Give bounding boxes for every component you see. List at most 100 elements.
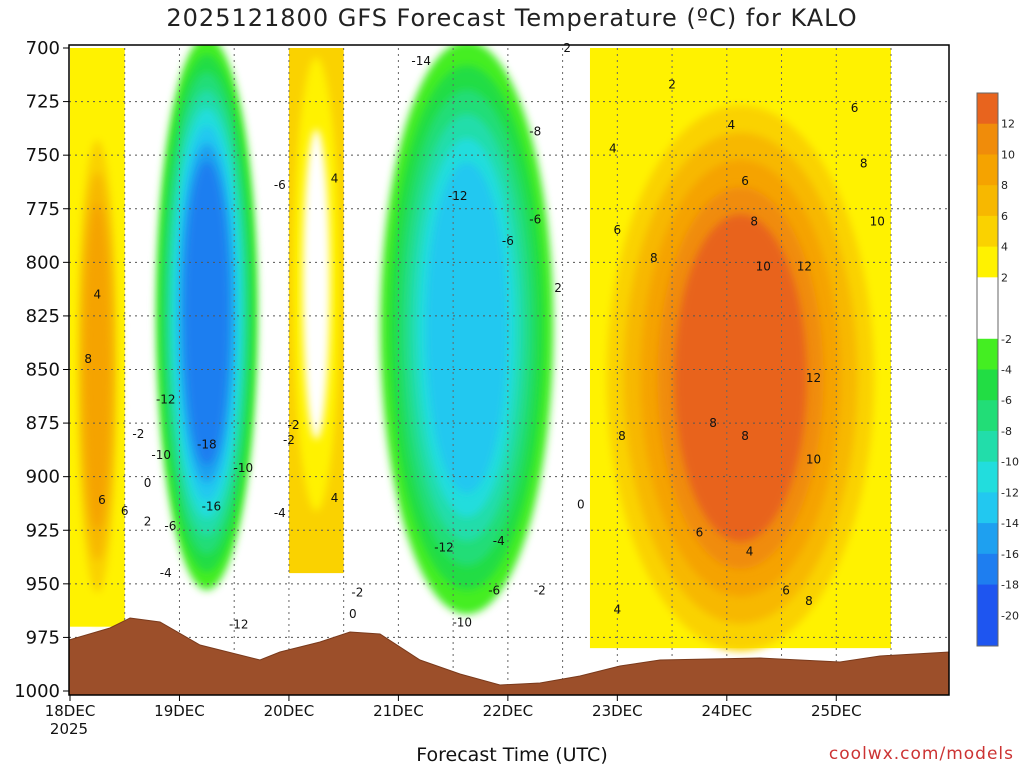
colorbar-swatch <box>977 185 998 217</box>
x-tick-label: 24DEC <box>702 702 753 720</box>
colorbar-swatch <box>977 246 998 278</box>
x-tick-label: 19DEC <box>154 702 205 720</box>
contour-label: -6 <box>164 519 176 533</box>
contour-label: 0 <box>349 607 357 621</box>
contour-label: 6 <box>614 223 622 237</box>
contour-label: 8 <box>709 416 717 430</box>
colorbar-tick-label: 2 <box>1001 271 1008 284</box>
contour-labels: 4866-202-12-10-6-4-18-16-10-12-6-4-2-244… <box>84 41 885 632</box>
x-tick-label: 23DEC <box>592 702 643 720</box>
grid <box>69 48 949 691</box>
terrain-surface <box>68 617 950 696</box>
contour-label: 4 <box>331 172 339 186</box>
contour-label: -16 <box>202 500 222 514</box>
contour-label: 6 <box>741 174 749 188</box>
temperature-field <box>70 45 891 670</box>
contour-label: 8 <box>84 352 92 366</box>
contour-label: 4 <box>614 603 622 617</box>
y-tick-label: 950 <box>26 574 60 595</box>
x-axis-label: Forecast Time (UTC) <box>416 744 608 766</box>
contour-label: 2 <box>563 41 571 55</box>
contour-label: -2 <box>288 418 300 432</box>
colorbar-swatch <box>977 277 998 309</box>
colorbar-tick-label: 10 <box>1001 148 1015 161</box>
contour-label: -8 <box>529 125 541 139</box>
contour-label: 6 <box>782 583 790 597</box>
contour-label: -2 <box>283 433 295 447</box>
contour-label: -2 <box>132 427 144 441</box>
colorbar-swatch <box>977 308 998 340</box>
colorbar-tick-label: 8 <box>1001 179 1008 192</box>
colorbar-swatch <box>977 400 998 432</box>
colorbar-tick-label: -18 <box>1001 579 1019 592</box>
contour-label: 6 <box>98 493 106 507</box>
contour-label: 6 <box>696 525 704 539</box>
colorbar-tick-label: -16 <box>1001 548 1019 561</box>
contour-label: 10 <box>756 260 771 274</box>
y-tick-label: 775 <box>26 199 60 220</box>
temp-band <box>426 162 508 494</box>
colorbar-swatch <box>977 615 998 647</box>
contour-label: 8 <box>805 594 813 608</box>
contour-label: 2 <box>554 281 562 295</box>
colorbar-tick-label: 6 <box>1001 210 1008 223</box>
contour-label: -6 <box>502 234 514 248</box>
chart-title: 2025121800 GFS Forecast Temperature (ºC)… <box>166 4 858 32</box>
contour-label: 0 <box>577 498 585 512</box>
y-tick-label: 850 <box>26 360 60 381</box>
y-tick-label: 875 <box>26 413 60 434</box>
contour-label: -14 <box>411 54 431 68</box>
contour-label: 12 <box>806 371 821 385</box>
colorbar-tick-label: -14 <box>1001 517 1019 530</box>
contour-label: 8 <box>860 157 868 171</box>
colorbar-swatch <box>977 123 998 155</box>
credit-link[interactable]: coolwx.com/models <box>828 744 1014 764</box>
colorbar-tick-label: -2 <box>1001 333 1012 346</box>
y-tick-label: 725 <box>26 92 60 113</box>
contour-label: 0 <box>144 476 152 490</box>
contour-label: 4 <box>331 491 339 505</box>
contour-label: -2 <box>534 583 546 597</box>
x-tick-label: 20DEC <box>264 702 315 720</box>
y-tick-label: 800 <box>26 252 60 273</box>
y-axis: 700 725 750 775 800 825 850 875 900 925 950 975 1000 <box>14 38 69 702</box>
contour-label: -6 <box>274 178 286 192</box>
x-axis: 18DEC 19DEC 20DEC 21DEC 22DEC 23DEC 24DEC 25DEC… <box>45 695 862 738</box>
contour-label: 8 <box>618 429 626 443</box>
contour-label: -12 <box>229 618 249 632</box>
colorbar-swatch <box>977 369 998 401</box>
contour-label: 8 <box>750 215 758 229</box>
x-tick-label: 21DEC <box>373 702 424 720</box>
temp-band <box>184 161 229 465</box>
colorbar-swatch <box>977 553 998 586</box>
contour-label: -18 <box>197 438 217 452</box>
contour-label: 6 <box>121 504 129 518</box>
contour-label: 10 <box>870 215 885 229</box>
contour-label: 2 <box>144 515 152 529</box>
contour-label: 12 <box>797 260 812 274</box>
y-tick-label: 825 <box>26 306 60 327</box>
contour-label: 4 <box>728 118 736 132</box>
colorbar-swatch <box>977 584 998 616</box>
colorbar-swatch <box>977 461 998 493</box>
temp-band <box>84 203 111 530</box>
colorbar-swatch <box>977 215 998 248</box>
colorbar-frame <box>976 92 999 647</box>
contour-label: 6 <box>851 101 859 115</box>
colorbar-swatch <box>977 154 998 186</box>
colorbar-swatch <box>977 492 998 524</box>
contour-label: -4 <box>493 534 505 548</box>
contour-label: -6 <box>529 212 541 226</box>
colorbar-swatch <box>977 338 998 370</box>
colorbar-swatch <box>977 93 998 125</box>
colorbar-tick-label: -12 <box>1001 486 1019 499</box>
x-tick-label: 25DEC <box>811 702 862 720</box>
x-tick-label: 18DEC <box>45 702 96 720</box>
y-tick-label: 975 <box>26 627 60 648</box>
contour-label: 8 <box>650 251 658 265</box>
contour-label: 10 <box>806 453 821 467</box>
temp-band <box>302 129 330 440</box>
colorbar-swatch <box>977 523 998 555</box>
contour-label: 4 <box>609 142 617 156</box>
